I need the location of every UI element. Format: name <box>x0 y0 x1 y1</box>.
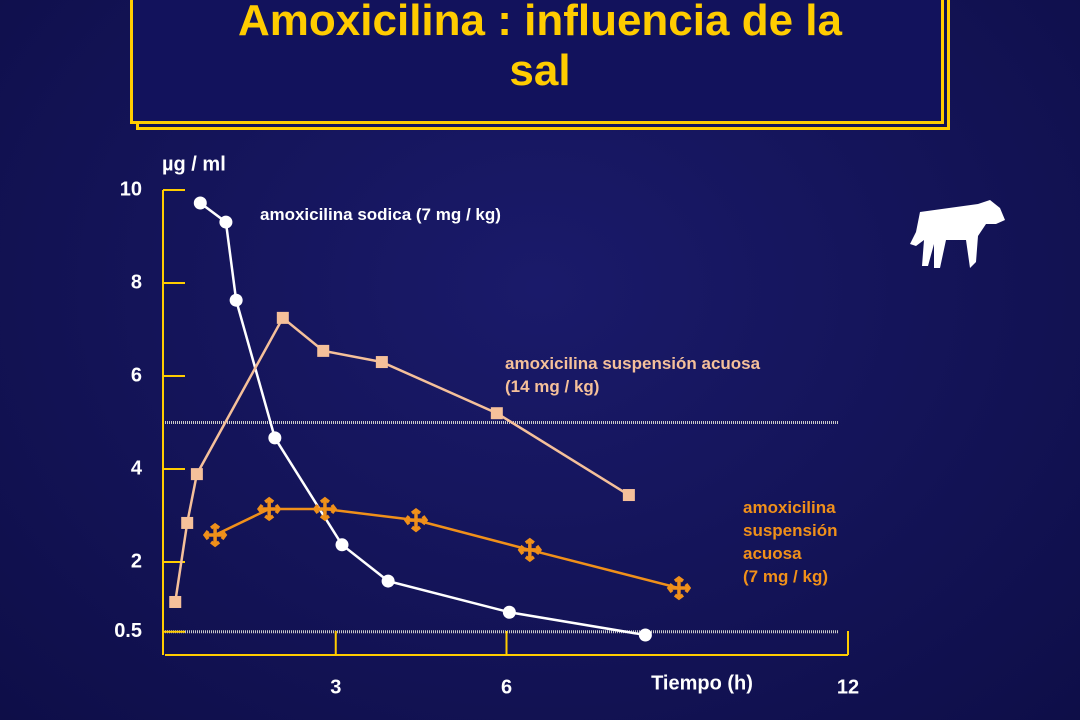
point <box>666 575 692 601</box>
point <box>181 516 194 529</box>
series <box>193 196 652 642</box>
point <box>190 468 203 481</box>
series-line <box>214 507 680 590</box>
point <box>169 595 182 608</box>
series-label: amoxicilina suspensión acuosa (14 mg / k… <box>505 354 761 396</box>
point <box>317 344 330 357</box>
point <box>202 522 228 548</box>
y-tick-label: 4 <box>131 457 143 479</box>
y-tick-label: 8 <box>131 271 142 293</box>
point <box>276 311 289 324</box>
title-frame <box>130 0 944 124</box>
cow-icon <box>910 200 1005 268</box>
y-axis-label: µg / ml <box>162 153 226 175</box>
point <box>375 356 388 369</box>
y-tick-label: 0.5 <box>114 620 142 642</box>
point <box>193 196 207 210</box>
point <box>219 215 233 229</box>
point <box>229 293 243 307</box>
point <box>622 489 635 502</box>
chart-title: Amoxicilina : influencia de la sal <box>238 0 842 95</box>
point <box>268 431 282 445</box>
point <box>502 605 516 619</box>
point <box>381 574 395 588</box>
point <box>490 407 503 420</box>
series <box>202 496 692 601</box>
point <box>517 537 543 563</box>
point <box>403 507 429 533</box>
y-tick-label: 2 <box>131 550 142 572</box>
x-tick-label: 6 <box>501 676 512 698</box>
series-line <box>174 315 630 603</box>
x-axis-label: Tiempo (h) <box>651 672 753 694</box>
series-line <box>199 202 646 637</box>
point <box>256 496 282 522</box>
point <box>335 538 349 552</box>
series-label: amoxicilina sodica (7 mg / kg) <box>260 205 501 224</box>
y-tick-label: 10 <box>120 178 142 200</box>
series <box>169 311 635 608</box>
point <box>312 496 338 522</box>
x-tick-label: 3 <box>330 676 341 698</box>
series-label: amoxicilina suspensión acuosa (7 mg / kg… <box>743 498 838 586</box>
y-tick-label: 6 <box>131 364 142 386</box>
point <box>638 628 652 642</box>
x-tick-label: 12 <box>837 676 859 698</box>
